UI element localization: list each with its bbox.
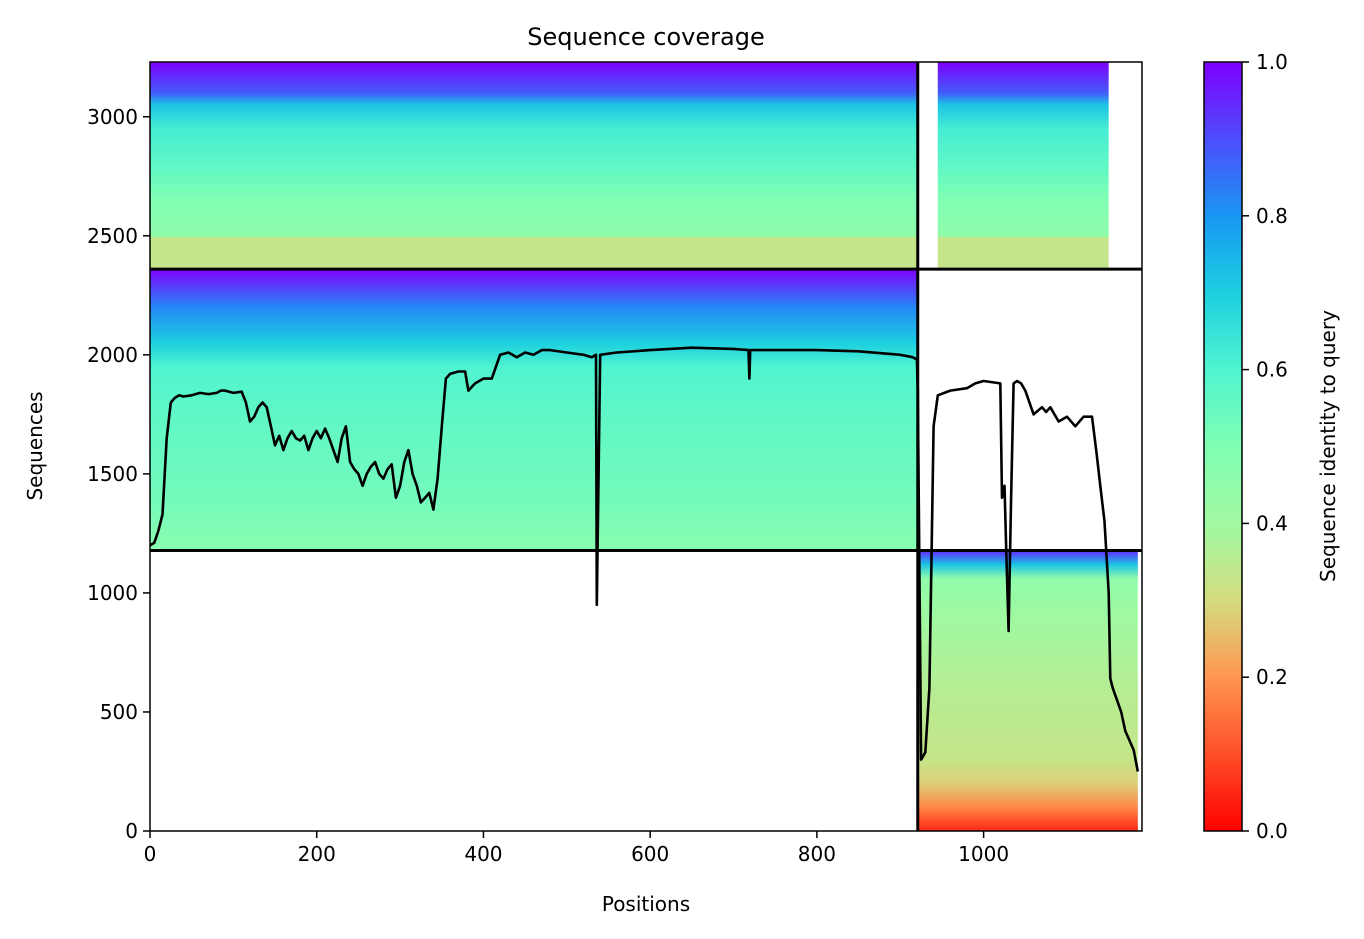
x-tick-label: 600 — [631, 842, 669, 866]
y-tick-label: 0 — [125, 819, 138, 843]
colorbar-tick-label: 0.2 — [1256, 665, 1288, 689]
colorbar-tick-label: 0.6 — [1256, 358, 1288, 382]
y-tick-label: 1500 — [87, 462, 138, 486]
coverage-line — [150, 346, 1140, 772]
y-tick-label: 1000 — [87, 581, 138, 605]
chart-title: Sequence coverage — [527, 23, 764, 51]
y-tick-label: 2500 — [87, 224, 138, 248]
x-tick-label: 400 — [464, 842, 502, 866]
alignment-blocks — [150, 62, 1142, 831]
coverage-line-layer — [150, 346, 1140, 772]
x-tick-label: 0 — [144, 842, 157, 866]
colorbar — [1203, 61, 1243, 832]
plot-frame — [149, 61, 1143, 832]
y-axis-title: Sequences — [23, 391, 47, 500]
x-tick-label: 1000 — [958, 842, 1009, 866]
x-axis: 0 200 400 600 800 1000 — [144, 831, 1009, 866]
x-tick-label: 800 — [798, 842, 836, 866]
y-axis: 0 500 1000 1500 2000 2500 3000 — [87, 105, 150, 843]
y-tick-label: 500 — [100, 700, 138, 724]
alignment-block — [917, 550, 1138, 831]
colorbar-tick-label: 0.4 — [1256, 511, 1288, 535]
colorbar-tick-label: 0.8 — [1256, 204, 1288, 228]
colorbar-tick-label: 1.0 — [1256, 50, 1288, 74]
alignment-block — [150, 269, 918, 551]
alignment-block — [937, 62, 1109, 270]
alignment-block — [150, 62, 918, 270]
y-tick-label: 3000 — [87, 105, 138, 129]
colorbar-axis: 0.0 0.2 0.4 0.6 0.8 1.0 — [1242, 50, 1288, 843]
y-tick-label: 2000 — [87, 343, 138, 367]
colorbar-tick-label: 0.0 — [1256, 819, 1288, 843]
x-tick-label: 200 — [298, 842, 336, 866]
x-axis-title: Positions — [602, 892, 690, 916]
colorbar-title: Sequence identity to query — [1316, 310, 1340, 582]
